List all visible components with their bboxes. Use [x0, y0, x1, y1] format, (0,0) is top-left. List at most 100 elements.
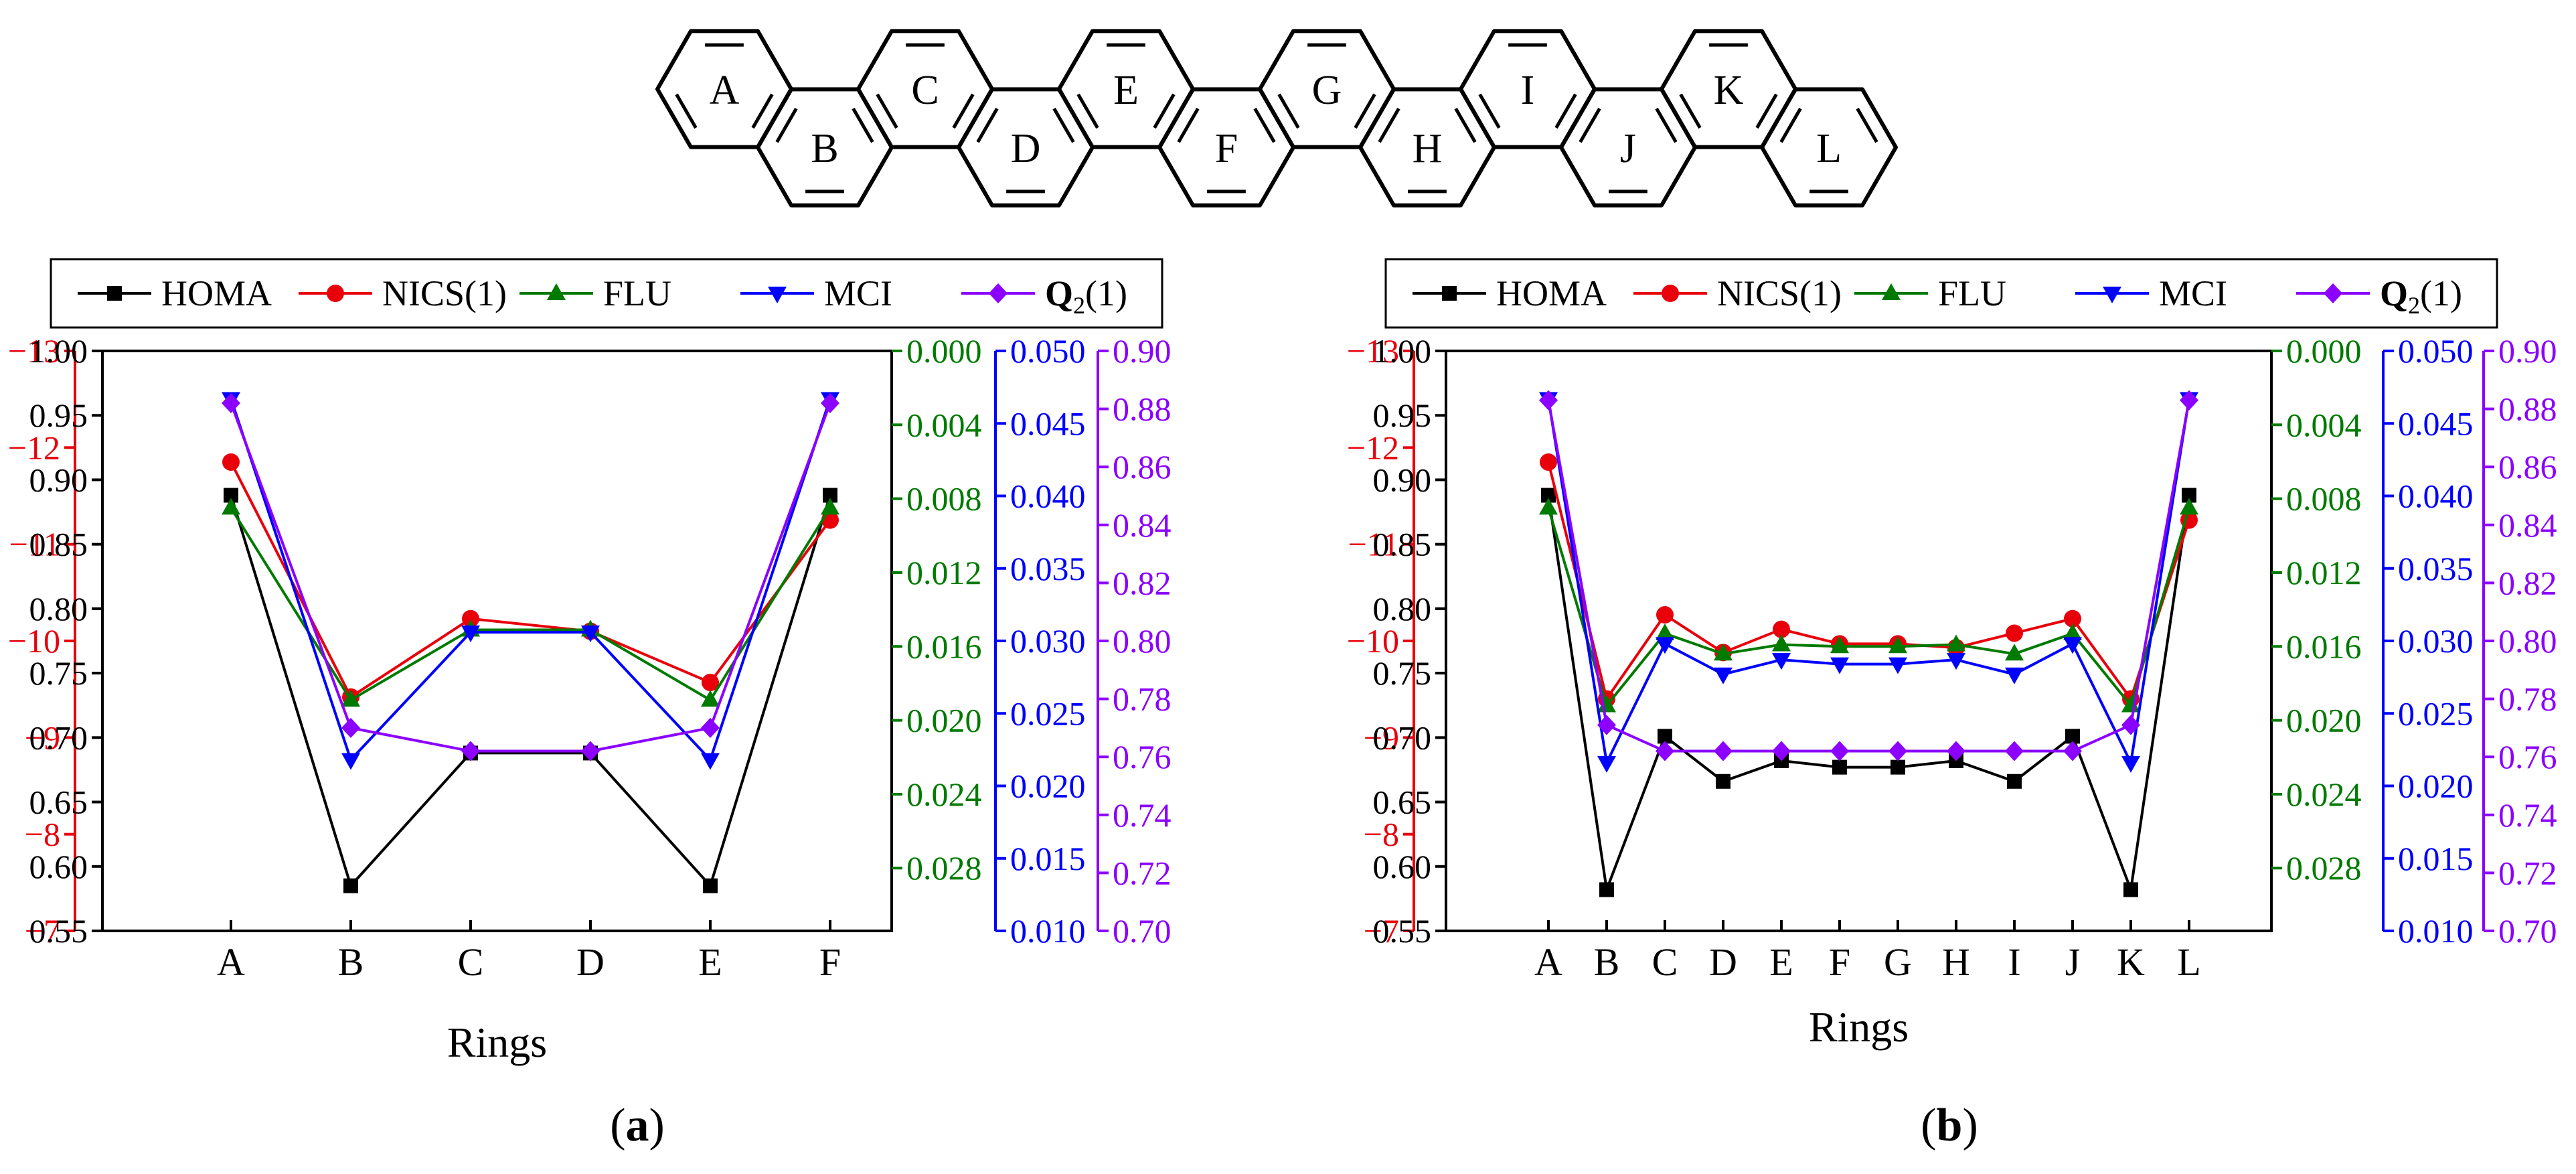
data-point-triangle-down [581, 626, 600, 643]
data-point-square [2007, 774, 2022, 789]
data-point-diamond [1714, 741, 1733, 761]
data-point-circle [702, 674, 719, 692]
mci-tick-label: 0.010 [2398, 912, 2474, 950]
x-tick-label: C [458, 940, 484, 984]
double-bond-line [952, 93, 975, 129]
flu-tick-label: 0.016 [2286, 628, 2362, 665]
data-point-square [823, 488, 837, 503]
data-point-square [343, 878, 358, 893]
flu-tick-label: 0.020 [906, 702, 982, 739]
double-bond-line [1579, 107, 1601, 143]
series-line-q2 [1547, 400, 2190, 753]
data-point-square [1541, 488, 1556, 503]
data-point-triangle-down [701, 753, 720, 770]
x-tick-label: E [698, 940, 722, 984]
mci-tick-label: 0.040 [1010, 478, 1086, 515]
series-line-nics [1547, 461, 2190, 701]
double-bond-line [1454, 107, 1477, 143]
x-tick-label: L [2177, 940, 2200, 984]
double-bond-line [1177, 107, 1200, 143]
ring-label: L [1816, 126, 1842, 171]
plot-frame [101, 350, 893, 932]
mci-tick-label: 0.020 [2398, 767, 2474, 805]
homa-tick-label: 0.70 [29, 719, 88, 756]
data-point-square [703, 878, 718, 893]
double-bond-line [1354, 93, 1376, 129]
x-tick-label: B [338, 940, 364, 984]
data-point-square [1442, 286, 1457, 301]
legend-label: FLU [603, 273, 671, 313]
flu-tick-label: 0.012 [2286, 554, 2362, 591]
data-point-diamond [1772, 741, 1791, 761]
data-point-triangle [1947, 634, 1965, 652]
data-point-circle [222, 453, 240, 471]
data-point-diamond [1539, 390, 1558, 411]
mci-tick-label: 0.050 [2398, 332, 2474, 370]
flu-tick-label: 0.016 [906, 628, 982, 665]
x-tick-label: H [1942, 940, 1970, 984]
data-point-triangle [1597, 695, 1616, 713]
homa-tick-label: 0.55 [1373, 912, 1432, 950]
data-point-triangle [1882, 283, 1901, 300]
double-bond-line [1554, 93, 1577, 129]
data-point-diamond [701, 717, 720, 738]
x-tick-label: I [2008, 940, 2020, 984]
double-bond-line [1679, 93, 1702, 129]
nics-tick-label: −12 [1347, 429, 1399, 466]
data-point-triangle-down [1772, 653, 1791, 670]
data-point-triangle [1830, 636, 1849, 654]
double-bond-line [1052, 107, 1075, 143]
ring-label: J [1620, 126, 1636, 171]
x-tick-label: D [1709, 940, 1737, 984]
x-tick-label: A [1534, 940, 1562, 984]
q2-tick-label: 0.72 [2498, 854, 2557, 891]
mci-tick-label: 0.025 [1010, 694, 1086, 732]
data-point-diamond [2121, 715, 2140, 735]
data-point-diamond [821, 392, 839, 413]
nics-tick-label: −8 [1364, 816, 1399, 853]
mci-tick-label: 0.045 [1010, 405, 1086, 442]
legend-label: HOMA [1496, 273, 1607, 313]
data-point-triangle [1539, 498, 1558, 515]
series-line-mci [1547, 398, 2190, 764]
panel-label: (a) [610, 1100, 665, 1151]
flu-tick-label: 0.008 [2286, 480, 2362, 518]
data-point-diamond [1830, 741, 1849, 761]
data-point-triangle [1656, 623, 1674, 640]
nics-tick-label: −10 [1347, 622, 1399, 660]
homa-tick-label: 0.55 [29, 912, 88, 950]
data-point-triangle-down [2121, 755, 2140, 773]
homa-tick-label: 0.60 [1373, 848, 1432, 885]
flu-tick-label: 0.024 [2286, 776, 2362, 813]
q2-tick-label: 0.74 [1113, 796, 1172, 834]
data-point-triangle [1714, 644, 1733, 661]
flu-tick-label: 0.004 [906, 406, 982, 443]
data-point-circle [1662, 285, 1679, 302]
legend-label: NICS(1) [382, 273, 507, 313]
chart-panel-b: HOMA NICS(1) FLU MCI Q2(1) −13 −12 −11 −10 −9 −8 −7… [1347, 258, 2557, 1151]
data-point-square [2065, 729, 2080, 744]
flu-tick-label: 0.000 [906, 332, 982, 370]
data-point-circle [2006, 624, 2023, 642]
legend-label: MCI [2159, 273, 2227, 313]
mci-tick-label: 0.010 [1010, 912, 1086, 950]
ring-label: B [811, 126, 838, 171]
data-point-diamond [989, 283, 1008, 303]
data-point-triangle [2005, 644, 2024, 661]
series-line-flu [1547, 507, 2190, 707]
legend-label: Q2(1) [1045, 273, 1127, 319]
data-point-square [1599, 882, 1614, 897]
double-bond-line [1856, 107, 1878, 143]
data-point-triangle [2180, 498, 2198, 515]
mci-tick-label: 0.030 [2398, 622, 2474, 660]
x-tick-label: D [576, 940, 605, 984]
double-bond-line [976, 107, 999, 143]
data-point-diamond [461, 741, 480, 761]
flu-tick-label: 0.012 [906, 554, 982, 591]
data-point-diamond [2180, 390, 2198, 411]
legend-label: MCI [824, 273, 892, 313]
homa-tick-label: 1.00 [1373, 332, 1432, 370]
flu-tick-label: 0.020 [2286, 702, 2362, 739]
q2-tick-label: 0.84 [2498, 506, 2557, 544]
